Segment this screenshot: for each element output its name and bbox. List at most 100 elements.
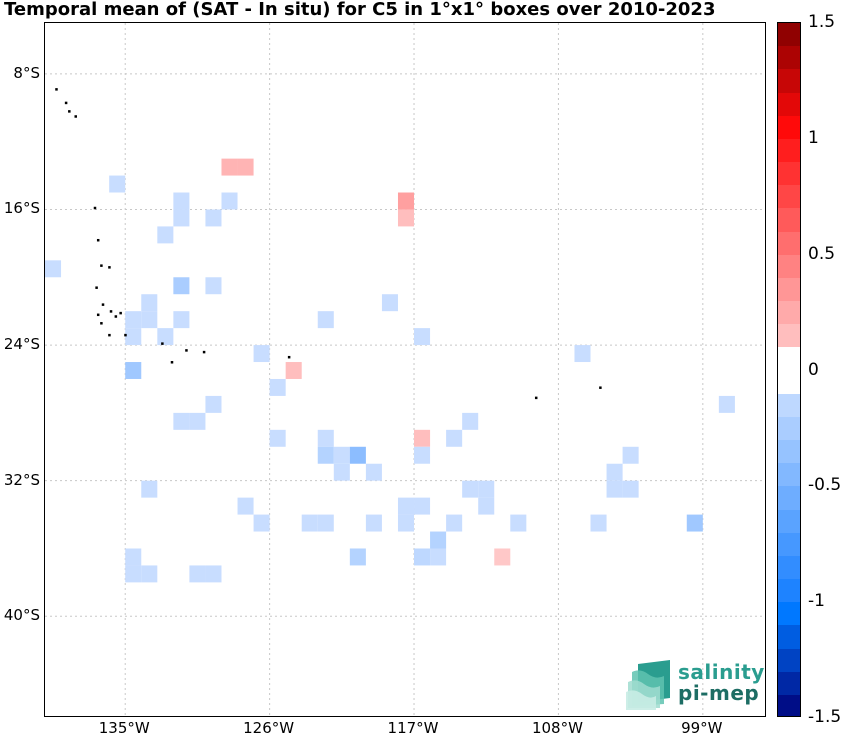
data-box[interactable] — [189, 412, 206, 430]
data-box[interactable] — [397, 192, 415, 210]
island-mark — [161, 342, 164, 345]
data-box[interactable] — [269, 429, 286, 447]
data-box[interactable] — [686, 514, 703, 532]
island-mark — [108, 266, 111, 269]
data-box[interactable] — [446, 514, 463, 532]
data-box[interactable] — [333, 446, 350, 464]
x-tick-label: 135°W — [98, 719, 150, 737]
data-box[interactable] — [622, 446, 639, 464]
data-box[interactable] — [125, 328, 142, 346]
data-box[interactable] — [141, 480, 158, 498]
data-box[interactable] — [414, 446, 431, 464]
data-box[interactable] — [478, 497, 495, 515]
data-box[interactable] — [365, 463, 382, 481]
island-mark — [108, 333, 111, 337]
island-mark — [119, 311, 122, 315]
data-box[interactable] — [109, 175, 126, 193]
data-box[interactable] — [365, 514, 382, 532]
data-box[interactable] — [125, 548, 142, 566]
data-box[interactable] — [606, 463, 623, 481]
data-box[interactable] — [414, 497, 431, 515]
data-box[interactable] — [317, 446, 334, 464]
data-box[interactable] — [510, 514, 527, 532]
data-box[interactable] — [397, 497, 415, 515]
data-box[interactable] — [173, 412, 190, 430]
island-mark — [100, 264, 103, 267]
colorbar — [777, 22, 801, 717]
data-box[interactable] — [317, 311, 334, 329]
island-mark — [534, 396, 538, 400]
data-box[interactable] — [125, 565, 142, 583]
island-mark — [96, 238, 100, 242]
data-box[interactable] — [430, 531, 447, 549]
colorbar-segment — [778, 416, 800, 441]
island-mark — [55, 88, 58, 91]
logo-text-salinity: salinity — [678, 660, 765, 684]
data-box[interactable] — [462, 480, 479, 498]
colorbar-segment — [778, 555, 800, 580]
data-box[interactable] — [414, 548, 431, 566]
data-box[interactable] — [301, 514, 318, 532]
data-box[interactable] — [478, 480, 495, 498]
data-box[interactable] — [205, 395, 222, 413]
data-box[interactable] — [622, 480, 639, 498]
colorbar-tick-label: 0 — [808, 359, 819, 380]
data-box[interactable] — [269, 378, 286, 396]
data-box[interactable] — [221, 192, 238, 210]
data-box[interactable] — [173, 209, 190, 227]
data-box[interactable] — [381, 294, 398, 312]
island-mark — [101, 303, 105, 306]
data-box[interactable] — [430, 548, 447, 566]
data-box[interactable] — [397, 514, 415, 532]
data-box[interactable] — [189, 565, 206, 583]
data-box[interactable] — [333, 463, 350, 481]
data-box[interactable] — [253, 514, 270, 532]
data-box[interactable] — [349, 548, 366, 566]
data-box[interactable] — [414, 328, 431, 346]
data-box[interactable] — [205, 209, 222, 227]
data-box[interactable] — [45, 260, 62, 278]
colorbar-segment — [778, 648, 800, 673]
island-mark — [124, 333, 127, 337]
data-box[interactable] — [125, 362, 142, 379]
colorbar-tick-label: -1.5 — [808, 707, 842, 727]
data-box[interactable] — [414, 429, 431, 447]
data-box[interactable] — [205, 277, 222, 295]
colorbar-segment — [778, 579, 800, 603]
data-box[interactable] — [718, 395, 735, 413]
data-box[interactable] — [574, 345, 591, 363]
logo-waves-icon — [626, 660, 670, 710]
data-box[interactable] — [317, 514, 334, 532]
colorbar-tick-label: 1.5 — [808, 12, 836, 32]
data-box[interactable] — [606, 480, 623, 498]
data-box[interactable] — [253, 345, 270, 363]
island-mark — [599, 386, 602, 389]
data-box[interactable] — [237, 158, 254, 176]
data-box[interactable] — [125, 311, 142, 329]
data-box[interactable] — [285, 362, 302, 379]
data-box[interactable] — [157, 328, 174, 346]
data-box[interactable] — [462, 412, 479, 430]
colorbar-segment — [778, 509, 800, 534]
data-box[interactable] — [173, 277, 190, 295]
colorbar-segment — [778, 46, 800, 70]
data-box[interactable] — [173, 311, 190, 329]
data-box[interactable] — [349, 446, 366, 464]
data-box[interactable] — [173, 192, 190, 210]
data-box[interactable] — [157, 226, 174, 244]
data-box[interactable] — [205, 565, 222, 583]
data-box[interactable] — [141, 311, 158, 329]
data-box[interactable] — [317, 429, 334, 447]
data-box[interactable] — [494, 548, 511, 566]
map-canvas[interactable] — [45, 23, 766, 717]
colorbar-segment — [778, 671, 800, 696]
data-box[interactable] — [237, 497, 254, 515]
data-box[interactable] — [446, 429, 463, 447]
data-box[interactable] — [397, 209, 415, 227]
colorbar-segment — [778, 532, 800, 557]
data-box[interactable] — [141, 294, 158, 312]
data-box[interactable] — [221, 158, 238, 176]
map-panel[interactable] — [44, 22, 766, 717]
data-box[interactable] — [141, 565, 158, 583]
data-box[interactable] — [590, 514, 607, 532]
